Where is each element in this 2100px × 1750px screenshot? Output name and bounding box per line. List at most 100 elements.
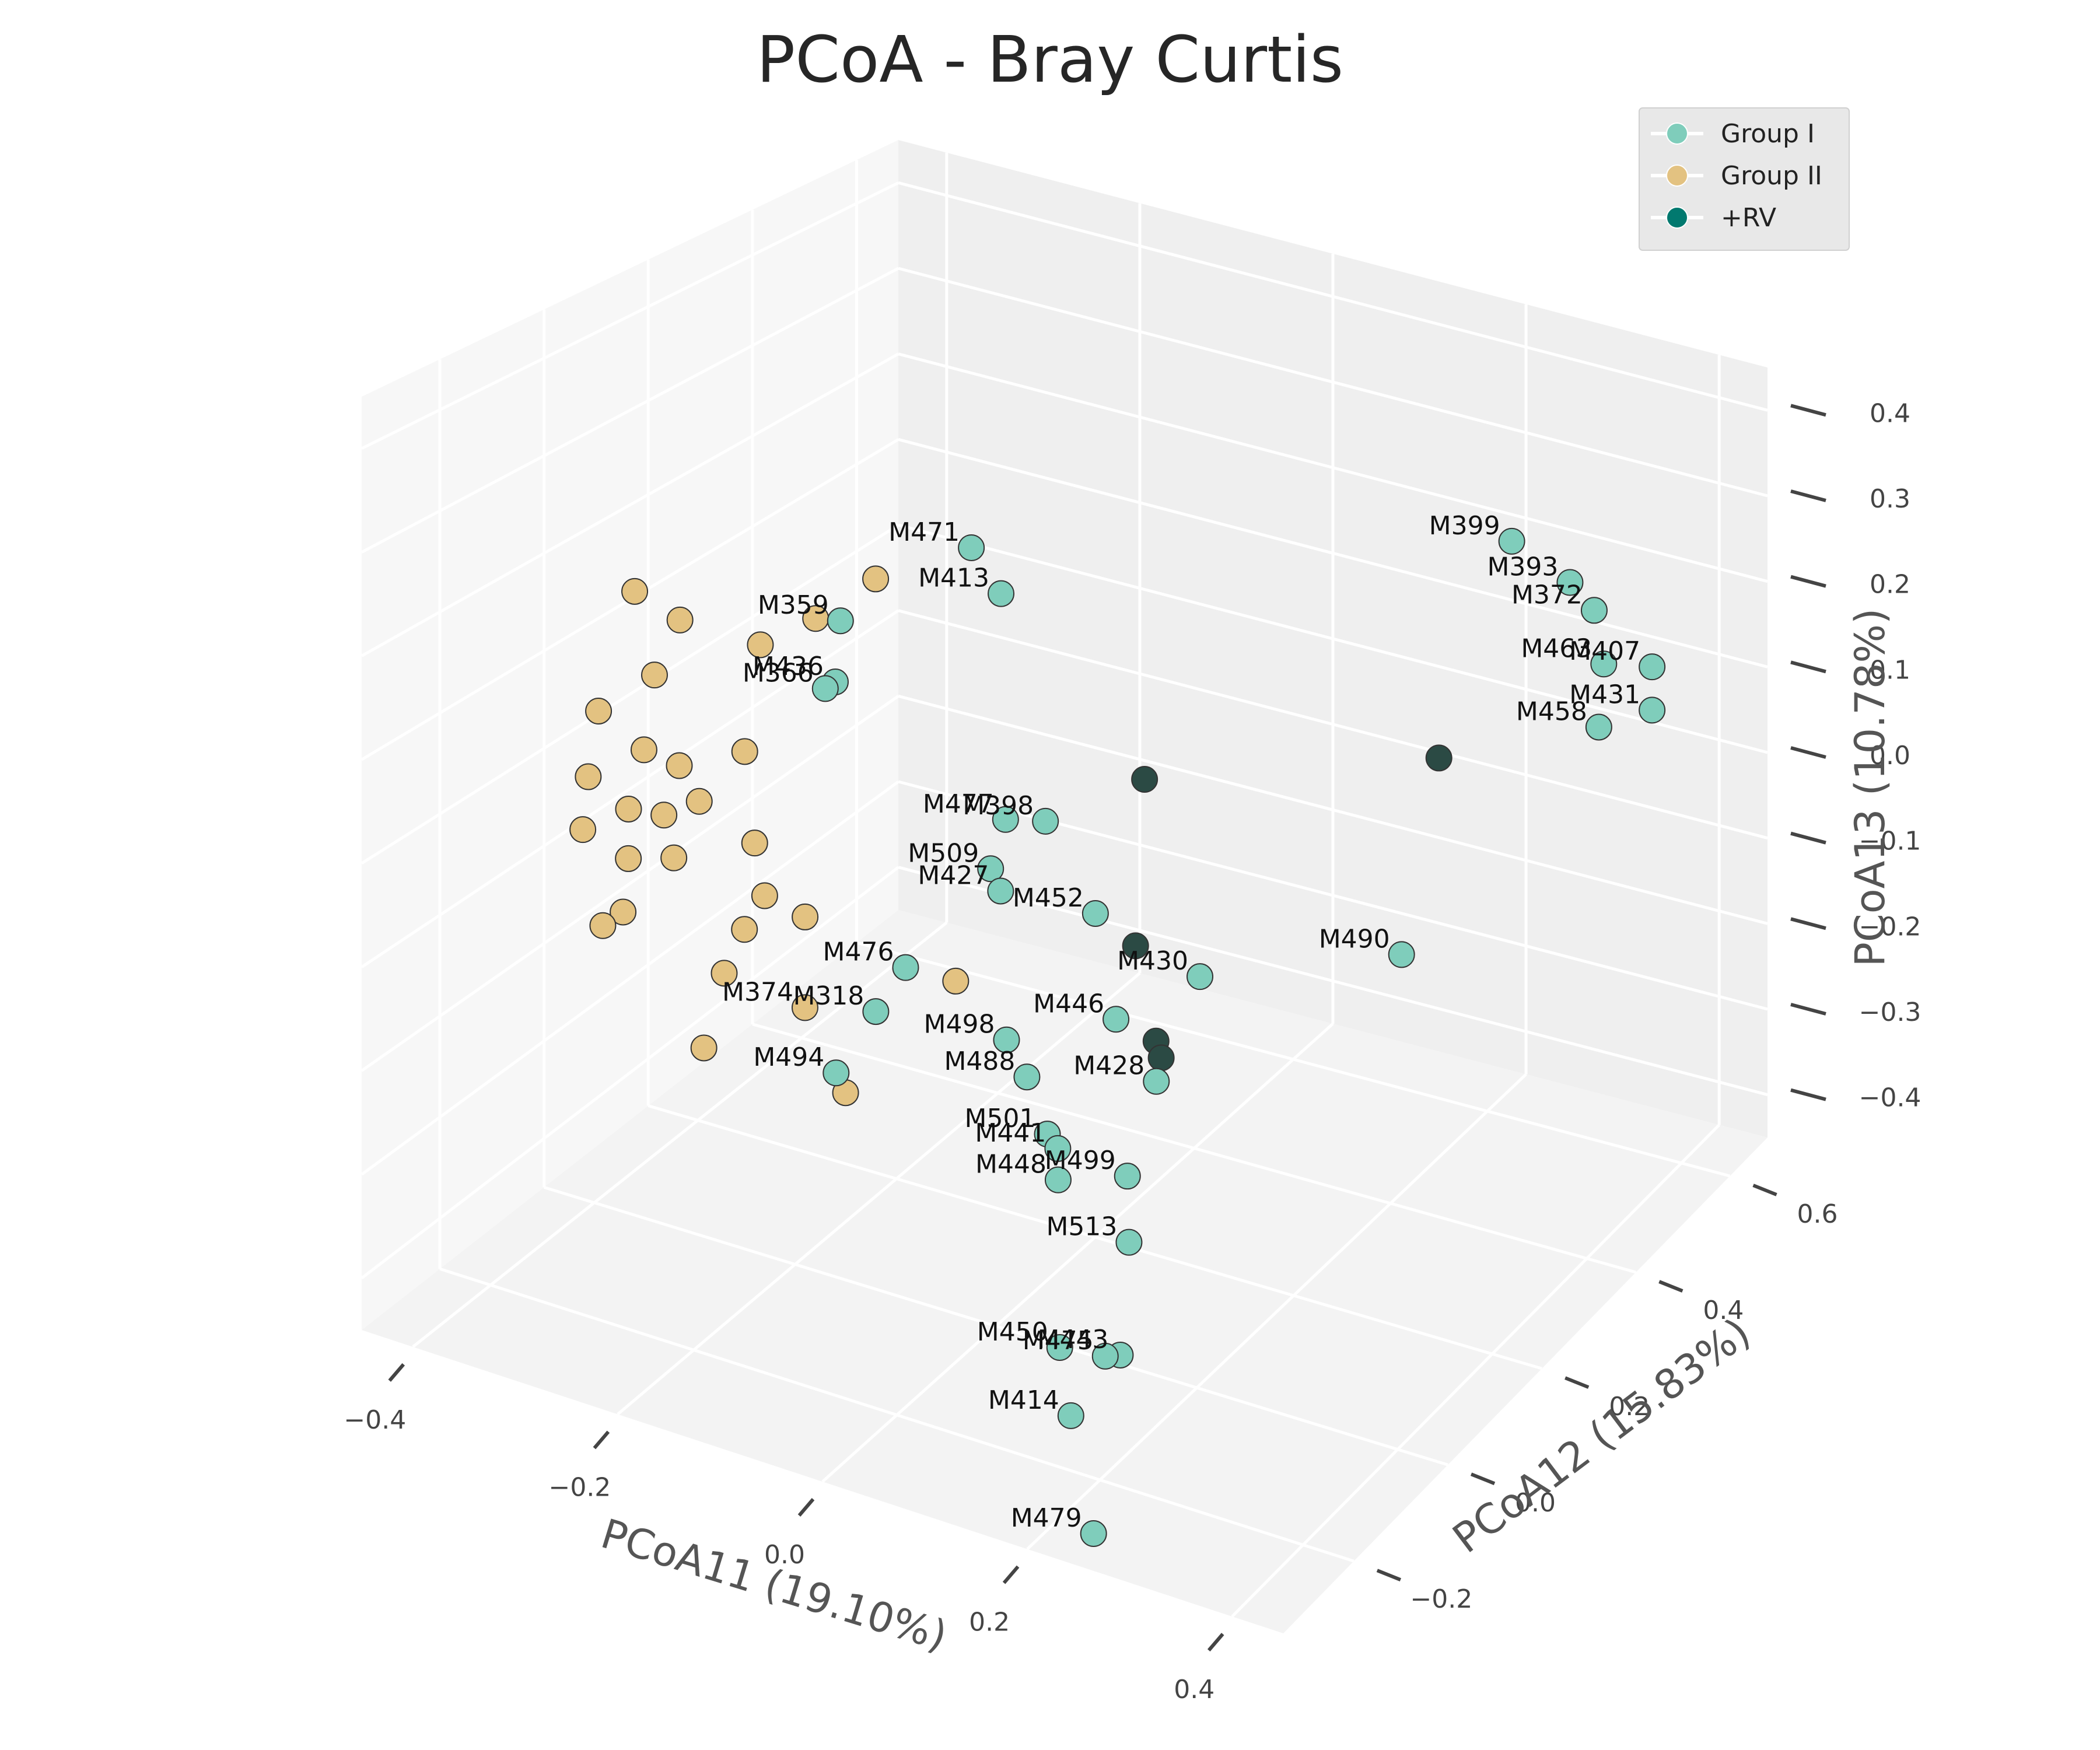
point-label: M427 — [918, 860, 989, 890]
point-label: M509 — [908, 838, 979, 868]
point-label: M318 — [793, 981, 864, 1011]
y-tick-label: 0.4 — [1703, 1296, 1744, 1325]
point-label: M452 — [1013, 883, 1084, 913]
data-point-group-i — [988, 580, 1015, 607]
data-point-group-i — [1585, 713, 1612, 741]
data-point-group-i — [958, 534, 985, 561]
data-point-group-i — [992, 806, 1019, 833]
z-grid-back — [898, 438, 1768, 668]
z-grid-back — [898, 609, 1768, 840]
data-point-group-i — [1091, 1342, 1119, 1370]
data-point-group-ii — [569, 816, 597, 844]
point-label: M430 — [1117, 946, 1188, 976]
point-label: M448 — [975, 1150, 1046, 1180]
point-label: M431 — [1569, 680, 1640, 709]
x-grid-floor — [617, 972, 1141, 1416]
data-point-group-i — [1044, 1166, 1072, 1194]
y-grid-floor — [543, 1185, 1448, 1466]
grid-lines — [360, 152, 1768, 1618]
point-label: M443 — [1037, 1325, 1108, 1354]
data-point-group-i — [811, 675, 839, 702]
z-tick — [1790, 831, 1826, 845]
point-label: M499 — [1045, 1146, 1116, 1175]
z-grid-left — [360, 352, 900, 657]
x-tick — [1207, 1633, 1224, 1652]
data-point-group-ii — [690, 1034, 718, 1062]
z-grid-back — [898, 523, 1768, 754]
data-point-group-i — [987, 877, 1014, 905]
z-tick-label: −0.4 — [1859, 1083, 1922, 1113]
z-grid-back — [898, 694, 1768, 925]
z-tick — [1790, 489, 1826, 502]
point-label: M494 — [753, 1042, 824, 1072]
point-label: M498 — [924, 1010, 995, 1040]
data-point-group-ii — [731, 916, 758, 943]
z-tick-label: 0.0 — [1870, 741, 1910, 771]
data-point-group-i — [1057, 1402, 1084, 1429]
z-tick-label: 0.1 — [1870, 655, 1910, 685]
x-grid-floor — [1026, 1073, 1527, 1550]
legend-box — [1639, 107, 1850, 251]
legend-marker — [1666, 206, 1688, 229]
x-axis-label: PCoA11 (19.10%) — [596, 1510, 953, 1660]
data-point-group-i — [1556, 569, 1584, 596]
legend-label: Group I — [1721, 119, 1815, 149]
z-grid-left — [360, 866, 900, 1280]
data-point-group-i — [1046, 1334, 1073, 1362]
z-grid-left — [360, 695, 900, 1072]
left-pane — [362, 140, 898, 1330]
data-point-group-ii — [791, 994, 818, 1021]
data-point-group-ii — [666, 752, 693, 779]
x-tick-label: 0.0 — [764, 1540, 805, 1570]
data-point-group-i — [1080, 1520, 1107, 1547]
data-point-group-ii — [660, 844, 688, 872]
data-point-group-ii — [666, 606, 694, 634]
point-label: M450 — [977, 1317, 1048, 1347]
point-label: M436 — [752, 652, 824, 681]
point-label: M477 — [923, 789, 994, 819]
y-grid-floor — [439, 1267, 1354, 1563]
point-label: M446 — [1033, 989, 1104, 1019]
data-point-group-i — [1143, 1068, 1170, 1095]
point-label: M413 — [918, 564, 989, 593]
z-grid-back — [898, 866, 1768, 1097]
x-tick-label: 0.2 — [969, 1608, 1010, 1637]
y-tick-label: 0.0 — [1515, 1488, 1556, 1518]
data-point-group-i — [862, 998, 890, 1026]
data-point-group-i — [1115, 1228, 1143, 1256]
data-point-group-ii — [741, 830, 768, 857]
point-label: M501 — [965, 1104, 1036, 1133]
z-tick — [1790, 746, 1826, 759]
z-grid-back — [898, 181, 1768, 412]
data-point--rv — [1131, 765, 1158, 793]
y-tick — [1564, 1376, 1590, 1389]
point-label: M488 — [944, 1046, 1015, 1076]
z-tick — [1790, 404, 1826, 417]
data-point-group-ii — [862, 565, 890, 593]
point-label: M458 — [1516, 696, 1587, 726]
legend-marker — [1666, 164, 1688, 187]
data-point-group-ii — [640, 662, 668, 689]
x-grid-floor — [821, 1023, 1334, 1483]
data-point-group-ii — [751, 882, 778, 909]
data-point-group-ii — [710, 960, 738, 987]
data-point-group-ii — [731, 738, 758, 765]
data-point-group-i — [827, 607, 854, 635]
point-label: M398 — [963, 791, 1034, 821]
data-points — [569, 527, 1666, 1547]
point-label: M476 — [823, 937, 894, 967]
data-point-group-ii — [610, 898, 637, 926]
data-point-group-ii — [589, 912, 617, 939]
z-tick — [1790, 575, 1826, 588]
point-label: M471 — [888, 517, 960, 547]
data-point-group-i — [1498, 527, 1525, 555]
data-point-group-ii — [621, 578, 649, 605]
point-label: M463 — [1521, 634, 1592, 663]
z-tick — [1790, 660, 1826, 674]
point-label: M414 — [988, 1385, 1059, 1415]
z-tick-label: 0.2 — [1870, 570, 1910, 600]
data-point-group-i — [1388, 941, 1415, 968]
point-label: M490 — [1319, 924, 1390, 954]
z-grid-left — [360, 523, 900, 865]
x-tick — [593, 1430, 610, 1450]
